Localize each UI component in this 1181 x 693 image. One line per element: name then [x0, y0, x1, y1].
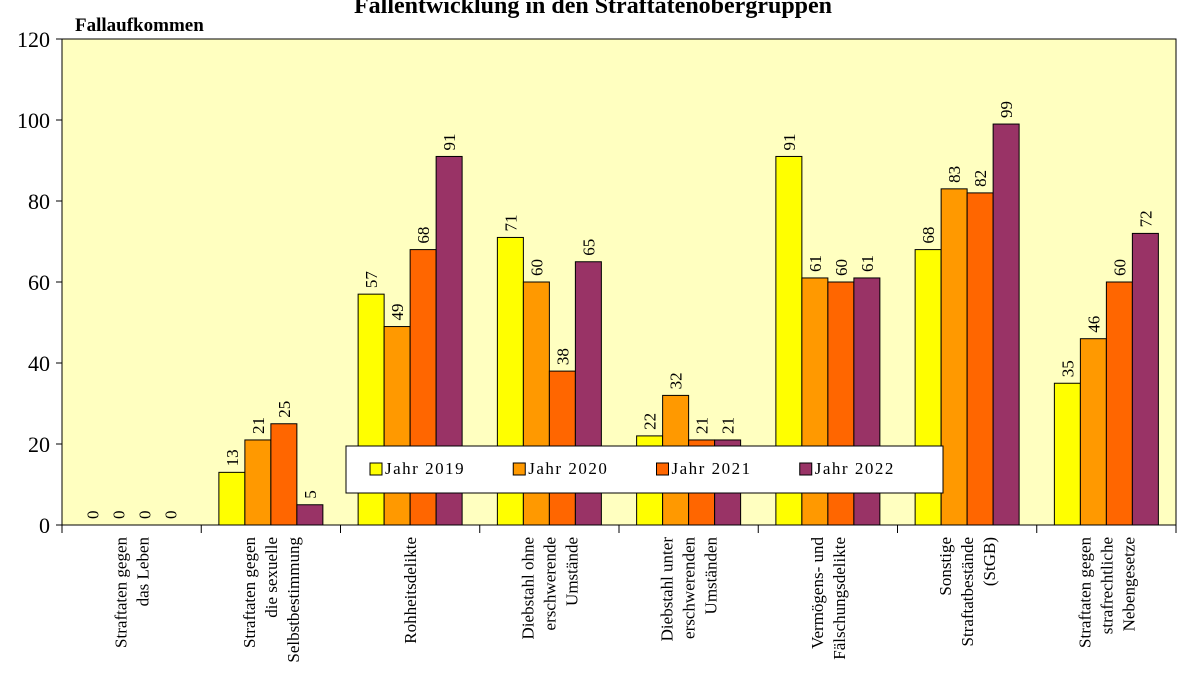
category-label: strafrechtliche [1097, 537, 1116, 634]
category-label: das Leben [134, 537, 153, 607]
bar [383, 326, 411, 526]
legend-swatch [656, 462, 669, 476]
category-label: die sexuelle [262, 537, 281, 618]
data-label: 21 [719, 417, 738, 434]
y-tick-label: 40 [28, 351, 50, 376]
data-label: 21 [249, 417, 268, 434]
category-label: Straftaten gegen [1075, 537, 1094, 648]
legend-label: Jahr 2020 [528, 459, 608, 478]
data-label: 22 [641, 413, 660, 430]
data-label: 32 [667, 372, 686, 389]
category-label: Selbstbestimmung [284, 537, 303, 663]
data-label: 0 [136, 511, 155, 520]
category-label: Sonstige [936, 537, 955, 596]
data-label: 91 [780, 133, 799, 150]
data-label: 38 [553, 348, 572, 365]
y-axis-label: Fallaufkommen [75, 15, 204, 36]
bar [992, 123, 1020, 526]
legend-item: Jahr 2020 [512, 459, 608, 478]
legend: Jahr 2019 Jahr 2020 Jahr 2021 Jahr 2022 [345, 445, 944, 494]
category-label: erschwerenden [680, 537, 699, 639]
data-label: 99 [997, 101, 1016, 118]
data-label: 13 [223, 449, 242, 466]
bar [1105, 281, 1133, 526]
legend-item: Jahr 2019 [369, 459, 465, 478]
chart-title: Fallentwicklung in den Straftatenobergru… [354, 0, 832, 19]
data-label: 49 [388, 304, 407, 321]
data-label: 46 [1084, 316, 1103, 333]
data-label: 68 [414, 227, 433, 244]
bar [244, 439, 272, 526]
data-label: 5 [301, 490, 320, 499]
y-tick-label: 100 [17, 108, 50, 133]
category-label: Umständen [702, 537, 721, 615]
data-label: 25 [275, 401, 294, 418]
y-tick-label: 60 [28, 270, 50, 295]
data-label: 0 [162, 511, 181, 520]
category-label: Nebengesetze [1119, 537, 1138, 631]
data-label: 61 [806, 255, 825, 272]
data-label: 72 [1136, 210, 1155, 227]
data-label: 0 [84, 511, 103, 520]
data-label: 21 [693, 417, 712, 434]
legend-swatch [799, 462, 813, 476]
bar [270, 423, 298, 526]
legend-item: Jahr 2022 [799, 459, 895, 478]
legend-label: Jahr 2022 [815, 459, 895, 478]
y-tick-label: 0 [39, 513, 50, 538]
legend-box [345, 445, 944, 494]
data-label: 65 [579, 239, 598, 256]
category-label: erschwerende [540, 537, 559, 630]
category-label: Diebstahl ohne [518, 537, 537, 639]
data-label: 61 [858, 255, 877, 272]
data-label: 0 [110, 511, 129, 520]
data-label: 71 [501, 214, 520, 231]
category-label: Rohheitsdelikte [401, 537, 420, 644]
data-label: 83 [945, 166, 964, 183]
legend-swatch [369, 462, 383, 476]
category-label: (StGB) [980, 537, 999, 586]
y-tick-label: 120 [17, 27, 50, 52]
category-label: Straftaten gegen [240, 537, 259, 648]
data-label: 60 [527, 259, 546, 276]
data-label: 68 [919, 227, 938, 244]
category-label: Fälschungsdelikte [830, 537, 849, 660]
bar [1053, 382, 1081, 526]
category-label: Vermögens- und [808, 537, 827, 649]
data-label: 57 [362, 271, 381, 289]
data-label: 91 [440, 133, 459, 150]
category-label: Straftaten gegen [112, 537, 131, 648]
bar [218, 471, 246, 526]
bar [940, 188, 968, 526]
legend-swatch [512, 462, 526, 476]
bar [1079, 338, 1107, 526]
data-label: 35 [1058, 360, 1077, 377]
data-label: 60 [832, 259, 851, 276]
y-tick-label: 20 [28, 432, 50, 457]
legend-label: Jahr 2019 [385, 459, 465, 478]
y-tick-label: 80 [28, 189, 50, 214]
category-label: Straftatbestände [958, 537, 977, 647]
data-label: 60 [1110, 259, 1129, 276]
bar [296, 504, 324, 526]
bar [966, 192, 994, 526]
data-label: 82 [971, 170, 990, 187]
legend-item: Jahr 2021 [656, 459, 752, 478]
category-label: Diebstahl unter [658, 537, 677, 642]
legend-label: Jahr 2021 [672, 459, 752, 478]
bar [1131, 232, 1159, 526]
category-label: Umstände [562, 537, 581, 606]
